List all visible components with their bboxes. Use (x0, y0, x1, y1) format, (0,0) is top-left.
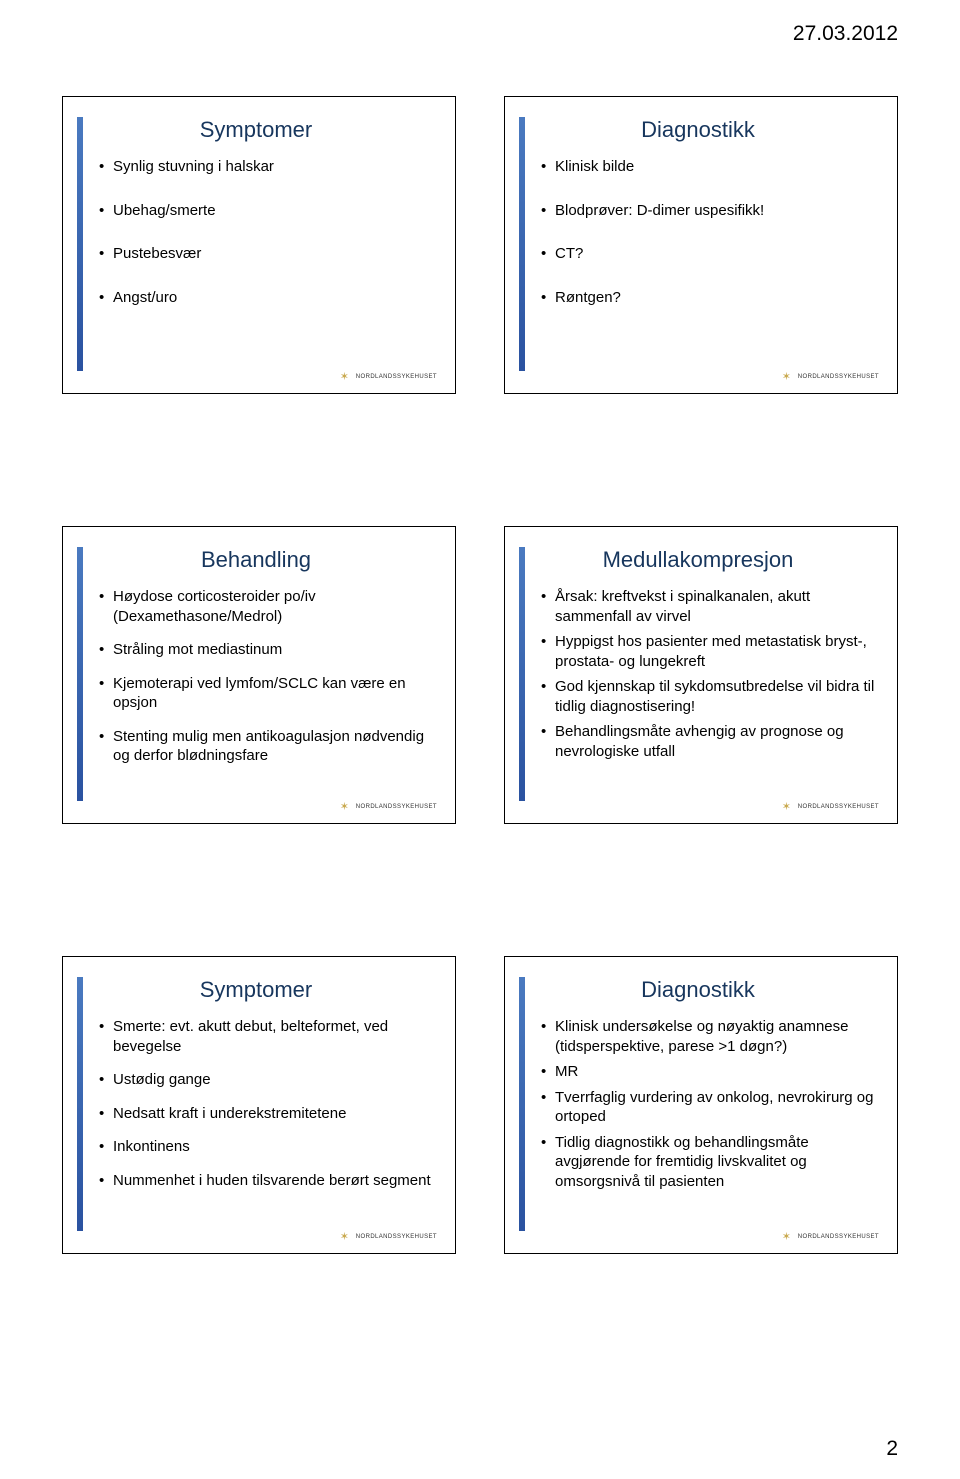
hospital-logo: NORDLANDSSYKEHUSET (782, 371, 879, 383)
list-item: Årsak: kreftvekst i spinalkanalen, akutt… (541, 587, 879, 626)
slides-grid: Symptomer Synlig stuvning i halskar Ubeh… (62, 96, 898, 1254)
slide-list: Klinisk undersøkelse og nøyaktig anamnes… (541, 1017, 879, 1191)
list-item: Klinisk bilde (541, 157, 879, 177)
logo-text: NORDLANDSSYKEHUSET (356, 374, 437, 380)
logo-text: NORDLANDSSYKEHUSET (798, 804, 879, 810)
slide-3: Behandling Høydose corticosteroider po/i… (62, 526, 456, 824)
slide-2: Diagnostikk Klinisk bilde Blodprøver: D-… (504, 96, 898, 394)
list-item: Inkontinens (99, 1137, 437, 1157)
slide-title: Diagnostikk (537, 117, 879, 143)
logo-star-icon (782, 371, 794, 383)
list-item: Pustebesvær (99, 244, 437, 264)
logo-star-icon (340, 1231, 352, 1243)
slide-list: Klinisk bilde Blodprøver: D-dimer uspesi… (541, 157, 879, 307)
list-item: Hyppigst hos pasienter med metastatisk b… (541, 632, 879, 671)
logo-text: NORDLANDSSYKEHUSET (798, 374, 879, 380)
slide-title: Diagnostikk (537, 977, 879, 1003)
slide-list: Synlig stuvning i halskar Ubehag/smerte … (99, 157, 437, 307)
hospital-logo: NORDLANDSSYKEHUSET (340, 371, 437, 383)
list-item: Nummenhet i huden tilsvarende berørt seg… (99, 1171, 437, 1191)
logo-star-icon (340, 371, 352, 383)
hospital-logo: NORDLANDSSYKEHUSET (340, 1231, 437, 1243)
list-item: Nedsatt kraft i underekstremitetene (99, 1104, 437, 1124)
list-item: Blodprøver: D-dimer uspesifikk! (541, 201, 879, 221)
hospital-logo: NORDLANDSSYKEHUSET (340, 801, 437, 813)
hospital-logo: NORDLANDSSYKEHUSET (782, 801, 879, 813)
slide-1: Symptomer Synlig stuvning i halskar Ubeh… (62, 96, 456, 394)
list-item: Ubehag/smerte (99, 201, 437, 221)
logo-text: NORDLANDSSYKEHUSET (356, 1234, 437, 1240)
list-item: Røntgen? (541, 288, 879, 308)
list-item: Tverrfaglig vurdering av onkolog, nevrok… (541, 1088, 879, 1127)
logo-star-icon (340, 801, 352, 813)
logo-star-icon (782, 1231, 794, 1243)
list-item: Smerte: evt. akutt debut, belteformet, v… (99, 1017, 437, 1056)
list-item: Høydose corticosteroider po/iv (Dexameth… (99, 587, 437, 626)
list-item: Tidlig diagnostikk og behandlingsmåte av… (541, 1133, 879, 1192)
slide-title: Medullakompresjon (537, 547, 879, 573)
list-item: Stråling mot mediastinum (99, 640, 437, 660)
header-date: 27.03.2012 (793, 22, 898, 46)
slide-title: Symptomer (95, 977, 437, 1003)
logo-text: NORDLANDSSYKEHUSET (356, 804, 437, 810)
list-item: Synlig stuvning i halskar (99, 157, 437, 177)
list-item: Stenting mulig men antikoagulasjon nødve… (99, 727, 437, 766)
list-item: MR (541, 1062, 879, 1082)
list-item: Klinisk undersøkelse og nøyaktig anamnes… (541, 1017, 879, 1056)
slide-title: Symptomer (95, 117, 437, 143)
slide-4: Medullakompresjon Årsak: kreftvekst i sp… (504, 526, 898, 824)
list-item: Behandlingsmåte avhengig av prognose og … (541, 722, 879, 761)
logo-star-icon (782, 801, 794, 813)
slide-list: Smerte: evt. akutt debut, belteformet, v… (99, 1017, 437, 1190)
hospital-logo: NORDLANDSSYKEHUSET (782, 1231, 879, 1243)
slide-title: Behandling (95, 547, 437, 573)
list-item: Angst/uro (99, 288, 437, 308)
slide-6: Diagnostikk Klinisk undersøkelse og nøya… (504, 956, 898, 1254)
list-item: Kjemoterapi ved lymfom/SCLC kan være en … (99, 674, 437, 713)
list-item: Ustødig gange (99, 1070, 437, 1090)
logo-text: NORDLANDSSYKEHUSET (798, 1234, 879, 1240)
page-number: 2 (886, 1437, 898, 1461)
slide-list: Årsak: kreftvekst i spinalkanalen, akutt… (541, 587, 879, 761)
slide-5: Symptomer Smerte: evt. akutt debut, belt… (62, 956, 456, 1254)
slide-list: Høydose corticosteroider po/iv (Dexameth… (99, 587, 437, 766)
list-item: God kjennskap til sykdomsutbredelse vil … (541, 677, 879, 716)
list-item: CT? (541, 244, 879, 264)
